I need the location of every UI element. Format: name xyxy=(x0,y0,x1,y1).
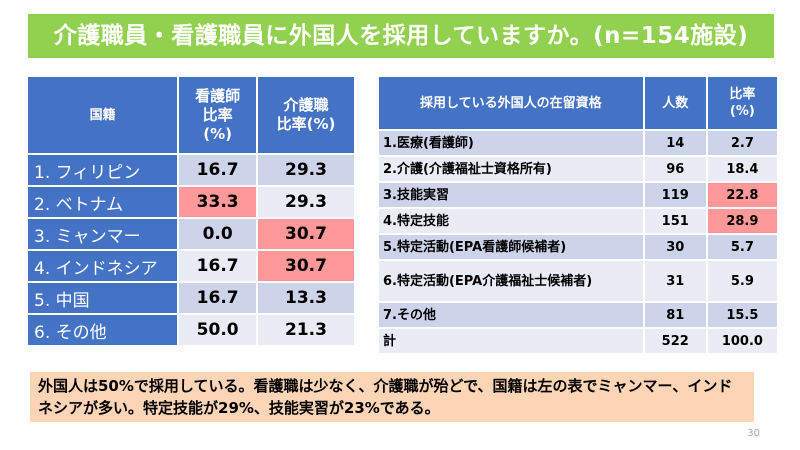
table-row: 2.介護(介護福祉士資格所有) 96 18.4 xyxy=(377,155,780,183)
care-ratio-cell: 30.7 xyxy=(256,217,356,251)
total-label: 計 xyxy=(377,327,645,355)
table-row: 5. 中国 16.7 13.3 xyxy=(25,281,356,315)
table-header-row: 採用している外国人の在留資格 人数 比率 (%) xyxy=(377,75,780,131)
column-header-count: 人数 xyxy=(642,75,708,131)
summary-text: 外国人は50%で採用している。看護職は少なく、介護職が殆どで、国籍は左の表でミャ… xyxy=(30,372,754,422)
row-label: 5.特定活動(EPA看護師候補者) xyxy=(377,233,645,261)
ratio-cell: 5.9 xyxy=(705,259,780,303)
care-ratio-cell: 29.3 xyxy=(256,185,356,219)
table-row: 5.特定活動(EPA看護師候補者) 30 5.7 xyxy=(377,233,780,261)
nurse-ratio-cell: 0.0 xyxy=(177,217,258,251)
column-header-care-ratio: 介護職 比率(%) xyxy=(256,75,356,155)
table-row: 4. インドネシア 16.7 30.7 xyxy=(25,249,356,283)
nurse-ratio-cell: 16.7 xyxy=(177,281,258,315)
count-cell: 119 xyxy=(642,181,708,209)
ratio-cell: 2.7 xyxy=(705,129,780,157)
nurse-ratio-cell: 50.0 xyxy=(177,313,258,347)
row-label: 4. インドネシア xyxy=(25,249,180,283)
table-row: 6.特定活動(EPA介護福祉士候補者) 31 5.9 xyxy=(377,259,780,303)
nurse-ratio-cell: 16.7 xyxy=(177,153,258,187)
table-row: 1. フィリピン 16.7 29.3 xyxy=(25,153,356,187)
nationality-table: 国籍 看護師 比率 (%) 介護職 比率(%) 1. フィリピン 16.7 29… xyxy=(25,75,356,347)
column-header-nurse-ratio: 看護師 比率 (%) xyxy=(177,75,258,155)
count-cell: 30 xyxy=(642,233,708,261)
count-cell: 81 xyxy=(642,301,708,329)
nurse-ratio-cell: 16.7 xyxy=(177,249,258,283)
page-number: 30 xyxy=(747,428,760,439)
care-ratio-cell: 13.3 xyxy=(256,281,356,315)
table-header-row: 国籍 看護師 比率 (%) 介護職 比率(%) xyxy=(25,75,356,155)
table-row: 7.その他 81 15.5 xyxy=(377,301,780,329)
table-row: 6. その他 50.0 21.3 xyxy=(25,313,356,347)
row-label: 3.技能実習 xyxy=(377,181,645,209)
table-total-row: 計 522 100.0 xyxy=(377,327,780,355)
column-header-ratio: 比率 (%) xyxy=(705,75,780,131)
ratio-cell: 15.5 xyxy=(705,301,780,329)
row-label: 6. その他 xyxy=(25,313,180,347)
row-label: 4.特定技能 xyxy=(377,207,645,235)
count-cell: 96 xyxy=(642,155,708,183)
table-row: 1.医療(看護師) 14 2.7 xyxy=(377,129,780,157)
ratio-cell: 28.9 xyxy=(705,207,780,235)
page-title: 介護職員・看護職員に外国人を採用していますか。(n=154施設) xyxy=(28,14,774,58)
count-cell: 14 xyxy=(642,129,708,157)
ratio-cell: 5.7 xyxy=(705,233,780,261)
table-row: 3. ミャンマー 0.0 30.7 xyxy=(25,217,356,251)
row-label: 5. 中国 xyxy=(25,281,180,315)
table-row: 2. ベトナム 33.3 29.3 xyxy=(25,185,356,219)
count-cell: 151 xyxy=(642,207,708,235)
column-header-nationality: 国籍 xyxy=(25,75,180,155)
residence-status-table: 採用している外国人の在留資格 人数 比率 (%) 1.医療(看護師) 14 2.… xyxy=(377,75,780,355)
row-label: 7.その他 xyxy=(377,301,645,329)
count-cell: 31 xyxy=(642,259,708,303)
row-label: 2.介護(介護福祉士資格所有) xyxy=(377,155,645,183)
column-header-status: 採用している外国人の在留資格 xyxy=(377,75,645,131)
total-ratio-cell: 100.0 xyxy=(705,327,780,355)
table-row: 3.技能実習 119 22.8 xyxy=(377,181,780,209)
row-label: 6.特定活動(EPA介護福祉士候補者) xyxy=(377,259,645,303)
nurse-ratio-cell: 33.3 xyxy=(177,185,258,219)
total-count-cell: 522 xyxy=(642,327,708,355)
ratio-cell: 22.8 xyxy=(705,181,780,209)
care-ratio-cell: 30.7 xyxy=(256,249,356,283)
table-row: 4.特定技能 151 28.9 xyxy=(377,207,780,235)
care-ratio-cell: 29.3 xyxy=(256,153,356,187)
ratio-cell: 18.4 xyxy=(705,155,780,183)
row-label: 1. フィリピン xyxy=(25,153,180,187)
care-ratio-cell: 21.3 xyxy=(256,313,356,347)
row-label: 1.医療(看護師) xyxy=(377,129,645,157)
row-label: 2. ベトナム xyxy=(25,185,180,219)
row-label: 3. ミャンマー xyxy=(25,217,180,251)
